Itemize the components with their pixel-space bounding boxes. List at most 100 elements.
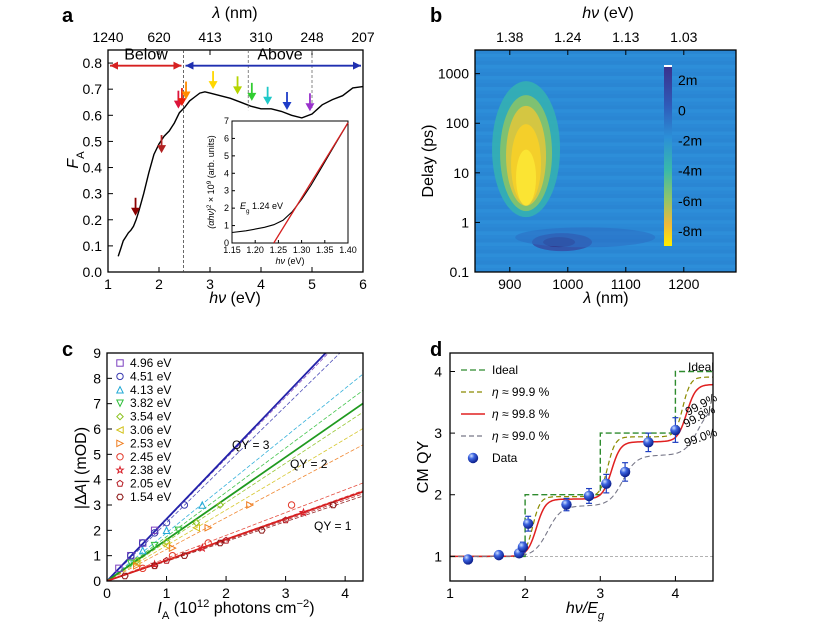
heatmap-band <box>475 109 736 113</box>
panel-d-letter: d <box>430 339 442 361</box>
excitation-arrowhead <box>177 98 187 107</box>
heatmap-band <box>475 131 736 136</box>
data-marker <box>162 519 171 527</box>
inset-y-tick-label: 2 <box>224 203 229 213</box>
y-tick-label: 1000 <box>438 66 469 82</box>
data-marker <box>150 529 159 537</box>
heatmap-band <box>475 149 736 154</box>
excitation-arrowhead <box>305 103 315 112</box>
qy-fit-line <box>107 402 363 581</box>
heatmap-band <box>475 94 736 99</box>
curve-label: Ideal <box>688 360 714 374</box>
data-marker <box>116 372 124 381</box>
x-tick-label: 1200 <box>668 276 699 292</box>
heatmap-band <box>475 183 736 187</box>
plot-frame <box>449 352 714 582</box>
heatmap-band <box>475 57 736 62</box>
y-axis-label: CM QY <box>415 440 432 493</box>
data-marker <box>191 523 201 532</box>
panel-b-letter: b <box>430 5 442 27</box>
top-tick-label: 620 <box>147 29 171 45</box>
top-tick-label: 310 <box>249 29 273 45</box>
heatmap-band <box>475 264 736 269</box>
data-marker <box>180 501 189 509</box>
y-tick-label: 2 <box>93 522 101 538</box>
y-tick-label: 0.4 <box>83 160 103 176</box>
heatmap-band <box>475 153 736 158</box>
heatmap-band <box>475 64 736 69</box>
data-point <box>643 437 654 448</box>
heatmap-band <box>475 216 736 221</box>
top-axis-label: λ (nm) <box>211 5 257 22</box>
inset-x-tick-label: 1.30 <box>293 245 311 255</box>
heatmap-band <box>475 161 736 165</box>
y-tick-label: 0.2 <box>83 212 103 228</box>
colorbar-label: 2m <box>678 72 697 88</box>
data-marker <box>204 539 212 547</box>
heatmap-band <box>475 157 736 161</box>
inset-x-tick-label: 1.35 <box>316 245 334 255</box>
y-tick-label: 0.1 <box>83 238 103 254</box>
data-marker <box>246 500 255 510</box>
qy-fit-line <box>107 353 327 581</box>
x-tick-label: 900 <box>498 276 522 292</box>
heatmap-band <box>475 142 736 147</box>
absorption-tail <box>515 227 656 248</box>
excitation-arrowhead <box>233 86 243 95</box>
heatmap-band <box>475 246 736 250</box>
top-tick-label: 1240 <box>92 29 123 45</box>
data-marker <box>126 559 135 568</box>
top-axis-label: hν (eV) <box>582 5 634 22</box>
heatmap-band <box>475 190 736 195</box>
heatmap-band <box>475 168 736 173</box>
colorbar-label: -6m <box>678 193 702 209</box>
legend-label: 3.82 eV <box>130 396 171 410</box>
heatmap-band <box>475 105 736 110</box>
heatmap-band <box>475 72 736 76</box>
heatmap-band <box>475 50 736 54</box>
heatmap-band <box>475 120 736 124</box>
legend-label: 3.06 eV <box>130 423 171 437</box>
y-tick-label: 1 <box>93 548 101 564</box>
y-tick-label: 0.7 <box>83 81 103 97</box>
data-marker <box>150 541 159 550</box>
heatmap-band <box>475 172 736 176</box>
inset-fit-line <box>273 122 349 244</box>
data-point <box>601 478 612 489</box>
data-marker <box>116 493 124 501</box>
heatmap-band <box>475 53 736 58</box>
inset-x-axis-label: hν (eV) <box>275 256 304 266</box>
below-arrowhead <box>110 61 118 70</box>
data-marker <box>116 453 124 461</box>
panel-a-letter: a <box>62 5 74 27</box>
heatmap-band <box>475 220 736 224</box>
y-tick-label: 4 <box>434 363 442 379</box>
y-tick-label: 7 <box>93 396 101 412</box>
data-marker <box>216 539 224 547</box>
legend-label: η ≈ 99.9 % <box>492 385 550 399</box>
data-marker <box>329 501 337 509</box>
y-tick-label: 5 <box>93 446 101 462</box>
inset-y-tick-label: 4 <box>224 168 229 178</box>
data-point <box>619 466 631 478</box>
data-marker <box>162 556 171 564</box>
data-marker <box>298 507 309 517</box>
panel-c-letter: c <box>62 339 73 361</box>
top-tick-label: 1.13 <box>612 29 639 45</box>
data-point <box>670 424 681 436</box>
series-fit-line <box>107 482 363 581</box>
heatmap-band <box>475 212 736 217</box>
data-marker <box>282 516 290 524</box>
x-tick-label: 2 <box>222 585 230 601</box>
heatmap-band <box>475 83 736 87</box>
heatmap-band <box>475 175 736 180</box>
y-tick-label: 0.6 <box>83 107 103 123</box>
data-marker <box>116 439 125 448</box>
x-tick-label: 1 <box>446 585 454 601</box>
above-label: Above <box>257 47 302 64</box>
excitation-arrowhead <box>263 96 273 105</box>
legend-label: 2.53 eV <box>130 436 171 450</box>
heatmap-band <box>475 68 736 73</box>
